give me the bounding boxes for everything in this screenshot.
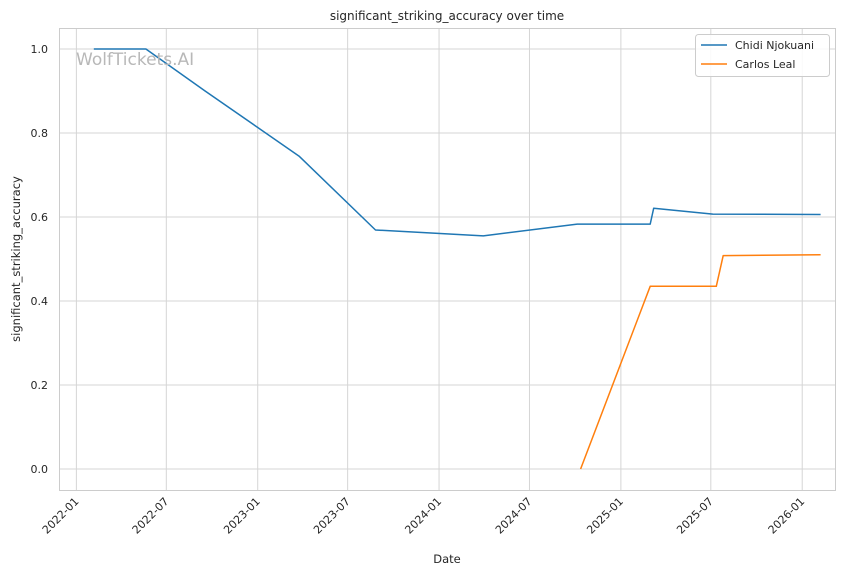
series-lines (93, 48, 821, 470)
legend: Chidi Njokuani Carlos Leal (695, 34, 830, 77)
y-tick-label: 0.0 (31, 463, 49, 476)
chart-title: significant_striking_accuracy over time (330, 9, 564, 23)
y-tick-label: 0.8 (31, 127, 49, 140)
legend-label-carlos-leal: Carlos Leal (735, 58, 795, 71)
legend-box (695, 34, 830, 77)
legend-label-chidi-njokuani: Chidi Njokuani (735, 39, 814, 52)
y-tick-label: 0.6 (31, 211, 49, 224)
y-tick-label: 1.0 (31, 43, 49, 56)
series-line-carlos-leal (579, 254, 821, 470)
x-axis-title: Date (433, 552, 461, 566)
watermark-text: WolfTickets.AI (76, 50, 194, 70)
y-tick-labels: 0.0 0.2 0.4 0.6 0.8 1.0 (31, 43, 49, 476)
plot-frame (59, 28, 836, 491)
grid-lines (60, 28, 835, 490)
y-axis-title: significant_striking_accuracy (9, 176, 23, 342)
y-tick-label: 0.4 (31, 295, 49, 308)
series-line-chidi-njokuani (93, 48, 821, 237)
y-tick-label: 0.2 (31, 379, 49, 392)
